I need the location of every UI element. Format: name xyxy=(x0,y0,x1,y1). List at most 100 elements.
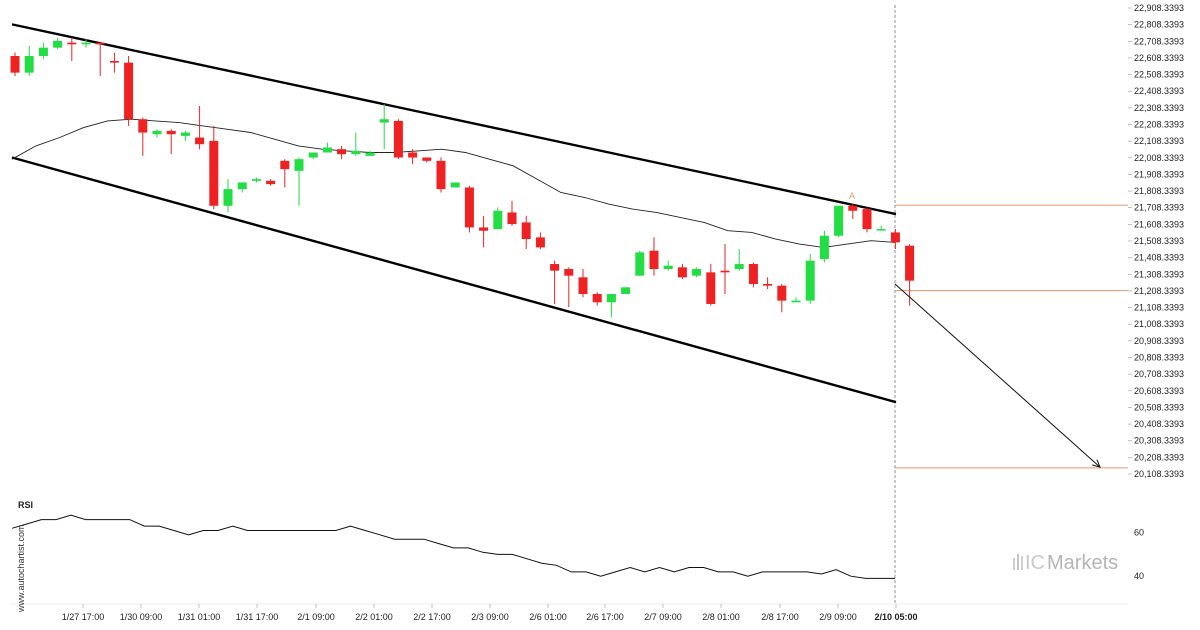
candle-body xyxy=(763,283,773,286)
candle-body xyxy=(308,152,318,158)
candle-body xyxy=(10,55,20,73)
rsi-label: RSI xyxy=(18,500,33,510)
price-tick-label: 22,908.3393 xyxy=(1134,3,1184,13)
time-tick-label: 2/10 05:00 xyxy=(874,612,917,622)
rsi-panel: 60 40 xyxy=(11,514,1144,581)
time-tick-label: 2/2 01:00 xyxy=(355,612,393,622)
candle-body xyxy=(819,235,829,260)
forecast-line xyxy=(894,283,1101,468)
candle-body xyxy=(450,182,460,188)
time-tick-label: 2/2 17:00 xyxy=(413,612,451,622)
time-tick-label: 2/8 01:00 xyxy=(702,612,740,622)
candle-body xyxy=(890,232,900,243)
time-tick-label: 2/3 09:00 xyxy=(471,612,509,622)
candle-body xyxy=(393,120,403,158)
candle-body xyxy=(251,179,261,181)
candle-body xyxy=(479,227,489,231)
moving-average-line xyxy=(11,118,896,248)
price-tick-label: 22,008.3393 xyxy=(1134,153,1184,163)
price-tick-label: 20,208.3393 xyxy=(1134,452,1184,462)
candle-body xyxy=(677,267,687,278)
price-tick-label: 22,308.3393 xyxy=(1134,103,1184,113)
price-axis: 22,908.3393 22,808.3393 22,708.3393 22,608.… xyxy=(1128,3,1184,479)
candle-body xyxy=(124,62,134,120)
candle-body xyxy=(606,293,616,303)
time-axis: 1/27 17:00 1/30 09:00 1/31 01:00 1/31 17:00… xyxy=(62,604,918,622)
candle-body xyxy=(322,147,332,153)
candle-body xyxy=(152,130,162,135)
candle-body xyxy=(663,265,673,270)
candle-body xyxy=(791,300,801,303)
price-tick-label: 22,108.3393 xyxy=(1134,136,1184,146)
brand-ic: IC xyxy=(1025,552,1045,574)
price-tick-label: 21,508.3393 xyxy=(1134,236,1184,246)
candle-body xyxy=(166,130,176,135)
candle-body xyxy=(748,264,758,284)
price-tick-label: 21,208.3393 xyxy=(1134,286,1184,296)
candle-body xyxy=(109,60,119,63)
price-tick-label: 20,508.3393 xyxy=(1134,402,1184,412)
rsi-tick-label: 60 xyxy=(1134,528,1144,538)
candle-body xyxy=(365,152,375,156)
time-tick-label: 2/6 01:00 xyxy=(529,612,567,622)
price-tick-label: 20,308.3393 xyxy=(1134,436,1184,446)
candle-body xyxy=(422,157,432,161)
candle-body xyxy=(550,264,560,271)
price-tick-label: 20,108.3393 xyxy=(1134,469,1184,479)
price-tick-label: 20,708.3393 xyxy=(1134,369,1184,379)
candle-body xyxy=(805,260,815,301)
candle-body xyxy=(720,270,730,273)
candle-body xyxy=(621,287,631,294)
price-tick-label: 22,808.3393 xyxy=(1134,20,1184,30)
candle-body xyxy=(81,42,91,45)
price-tick-label: 22,608.3393 xyxy=(1134,53,1184,63)
candle-body xyxy=(592,293,602,303)
candle-body xyxy=(635,252,645,276)
price-tick-label: 22,708.3393 xyxy=(1134,36,1184,46)
candle-body xyxy=(237,182,247,190)
pattern-marker: A xyxy=(849,191,855,201)
candle-body xyxy=(24,55,34,73)
price-tick-label: 22,508.3393 xyxy=(1134,70,1184,80)
candle-body xyxy=(38,47,48,56)
candle-body xyxy=(266,180,276,185)
candle-body xyxy=(834,205,844,236)
price-tick-label: 21,808.3393 xyxy=(1134,186,1184,196)
channel-lower-line xyxy=(11,156,897,404)
rsi-line xyxy=(11,514,895,579)
candle-body xyxy=(95,42,105,45)
price-tick-label: 20,808.3393 xyxy=(1134,353,1184,363)
rsi-tick-label: 40 xyxy=(1134,571,1144,581)
price-tick-label: 22,408.3393 xyxy=(1134,86,1184,96)
candle-body xyxy=(493,210,503,230)
candle-body xyxy=(67,42,77,45)
brand-bar-icon xyxy=(1021,556,1023,570)
forecast-arrowhead xyxy=(1092,459,1101,468)
time-tick-label: 2/7 09:00 xyxy=(644,612,682,622)
candle-body xyxy=(53,41,63,48)
candle-body xyxy=(649,250,659,270)
brand-logo: IC Markets xyxy=(1013,552,1118,574)
candle-body xyxy=(734,264,744,270)
price-tick-label: 21,608.3393 xyxy=(1134,219,1184,229)
candle-body xyxy=(521,222,531,240)
candle-body xyxy=(138,119,148,133)
time-tick-label: 1/27 17:00 xyxy=(62,612,105,622)
candle-body xyxy=(379,119,389,123)
candle-body xyxy=(578,277,588,294)
candle-body xyxy=(777,285,787,301)
candle-body xyxy=(180,132,190,136)
time-tick-label: 1/30 09:00 xyxy=(120,612,163,622)
time-tick-label: 2/9 09:00 xyxy=(819,612,857,622)
candle-body xyxy=(706,272,716,304)
brand-bar-icon xyxy=(1013,558,1015,570)
candle-body xyxy=(535,237,545,248)
price-tick-label: 21,008.3393 xyxy=(1134,319,1184,329)
brand-name: Markets xyxy=(1047,552,1118,574)
candle-body xyxy=(464,187,474,228)
candle-body xyxy=(692,269,702,276)
candle-body xyxy=(337,149,347,155)
price-channel xyxy=(11,23,897,404)
candle-body xyxy=(564,269,574,276)
